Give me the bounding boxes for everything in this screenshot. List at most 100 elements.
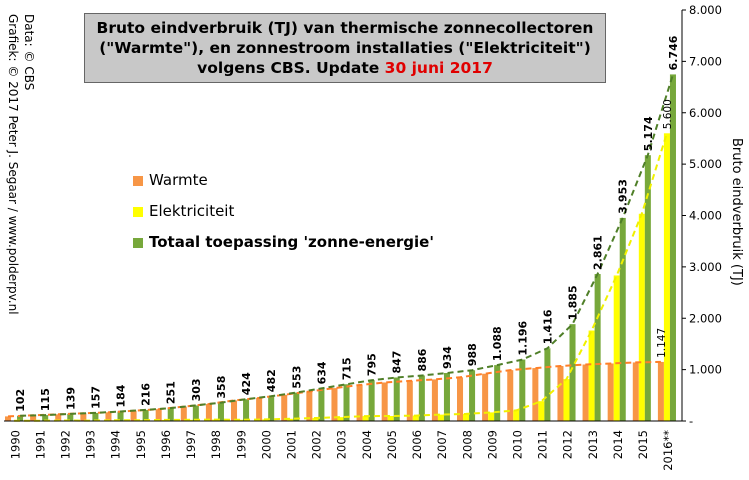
bar-elektriciteit [563, 379, 570, 421]
title-line-3: volgens CBS. Update 30 juni 2017 [85, 58, 605, 78]
bar-warmte [256, 397, 263, 421]
x-tick-label: 1997 [184, 430, 198, 459]
data-label-totaal: 553 [290, 366, 303, 389]
bar-warmte [356, 385, 363, 421]
bar-elektriciteit [362, 416, 369, 421]
bar-warmte [205, 404, 212, 421]
bar-elektriciteit [513, 410, 520, 421]
data-label-totaal: 847 [391, 351, 404, 374]
bar-totaal [92, 412, 99, 421]
bar-warmte [55, 414, 62, 421]
bar-warmte [657, 361, 664, 421]
y-tick-label: 1.000 [689, 363, 722, 377]
trend-line-elektriciteit [14, 133, 668, 422]
x-tick-label: 2002 [310, 430, 324, 459]
bar-totaal [117, 411, 124, 421]
bar-elektriciteit [237, 419, 244, 421]
data-label-totaal: 115 [39, 388, 52, 411]
legend-item-elektriciteit: Elektriciteit [133, 196, 434, 227]
bar-warmte [331, 388, 338, 421]
data-label-totaal: 634 [315, 361, 328, 384]
bar-warmte [607, 363, 614, 421]
x-tick-label: 2004 [360, 430, 374, 459]
bar-totaal [594, 274, 601, 421]
bar-totaal [192, 405, 199, 421]
x-tick-label: 2015 [636, 430, 650, 459]
bar-warmte [5, 416, 12, 421]
y-tick-label: 2.000 [689, 311, 722, 325]
y-tick-label: 3.000 [689, 260, 722, 274]
x-tick-label: 1995 [134, 430, 148, 459]
bar-elektriciteit [638, 213, 645, 421]
legend-label-totaal: Totaal toepassing 'zonne-energie' [149, 233, 434, 251]
bar-totaal [519, 359, 526, 421]
title-line-2: ("Warmte"), en zonnestroom installaties … [99, 39, 591, 57]
bar-totaal [67, 413, 74, 421]
bar-totaal [268, 396, 275, 421]
bar-elektriciteit [488, 412, 495, 421]
data-label-totaal: 795 [366, 353, 379, 376]
bar-totaal [142, 409, 149, 421]
legend: Warmte Elektriciteit Totaal toepassing '… [133, 165, 434, 258]
bar-totaal [243, 399, 250, 421]
data-label-totaal: 482 [265, 369, 278, 392]
x-tick-label: 2016** [661, 430, 675, 471]
x-tick-label: 1991 [33, 430, 47, 459]
data-label-totaal: 934 [441, 346, 454, 369]
data-label-totaal: 1.196 [516, 320, 529, 355]
bar-warmte [155, 409, 162, 421]
data-label-totaal: 886 [416, 348, 429, 371]
bar-elektriciteit [412, 415, 419, 421]
bar-warmte [381, 382, 388, 421]
data-label-totaal: 184 [115, 384, 128, 407]
bar-elektriciteit [663, 133, 670, 422]
title-line-3-prefix: volgens CBS. Update [197, 59, 385, 77]
legend-swatch-elektriciteit [133, 206, 143, 217]
bar-warmte [130, 410, 137, 421]
data-label-totaal: 303 [190, 378, 203, 401]
x-tick-label: 2007 [435, 430, 449, 459]
bar-totaal [469, 370, 476, 421]
data-label-totaal: 102 [14, 389, 27, 412]
x-tick-label: 1994 [109, 430, 123, 459]
bar-elektriciteit [387, 416, 394, 421]
x-tick-label: 1999 [234, 430, 248, 459]
x-tick-label: 2014 [611, 430, 625, 459]
y-tick-label: 5.000 [689, 157, 722, 171]
data-label-totaal: 139 [64, 387, 77, 410]
bar-totaal [368, 380, 375, 421]
x-tick-label: 2009 [485, 430, 499, 459]
bar-elektriciteit [613, 275, 620, 421]
x-tick-label: 2000 [259, 430, 273, 459]
legend-label-warmte: Warmte [149, 171, 208, 189]
bar-totaal [544, 348, 551, 421]
bar-warmte [532, 368, 539, 421]
data-label-totaal: 988 [466, 343, 479, 366]
bar-warmte [306, 391, 313, 421]
y-tick-label: 8.000 [689, 3, 722, 17]
data-label-elektriciteit: 5.600 [662, 99, 674, 129]
bar-elektriciteit [337, 417, 344, 421]
x-tick-label: 2010 [511, 430, 525, 459]
bar-totaal [167, 408, 174, 421]
y-tick-label: - [689, 414, 693, 428]
bar-warmte [281, 394, 288, 421]
x-tick-label: 1992 [59, 430, 73, 459]
credit-graph-author: Grafiek: © 2017 Peter J. Segaar / www.po… [6, 14, 20, 315]
bar-warmte [557, 366, 564, 421]
bar-elektriciteit [287, 418, 294, 421]
y-tick-label: 6.000 [689, 106, 722, 120]
bar-totaal [42, 415, 49, 421]
bar-warmte [180, 406, 187, 421]
bar-elektriciteit [312, 417, 319, 421]
x-tick-label: 2006 [410, 430, 424, 459]
bar-warmte [457, 377, 464, 421]
data-label-totaal: 1.416 [541, 309, 554, 344]
x-tick-label: 1998 [209, 430, 223, 459]
bar-totaal [17, 415, 24, 421]
data-label-totaal: 424 [240, 372, 253, 395]
bar-totaal [318, 388, 325, 421]
x-tick-label: 2012 [561, 430, 575, 459]
bar-totaal [644, 155, 651, 422]
y-tick-label: 4.000 [689, 209, 722, 223]
